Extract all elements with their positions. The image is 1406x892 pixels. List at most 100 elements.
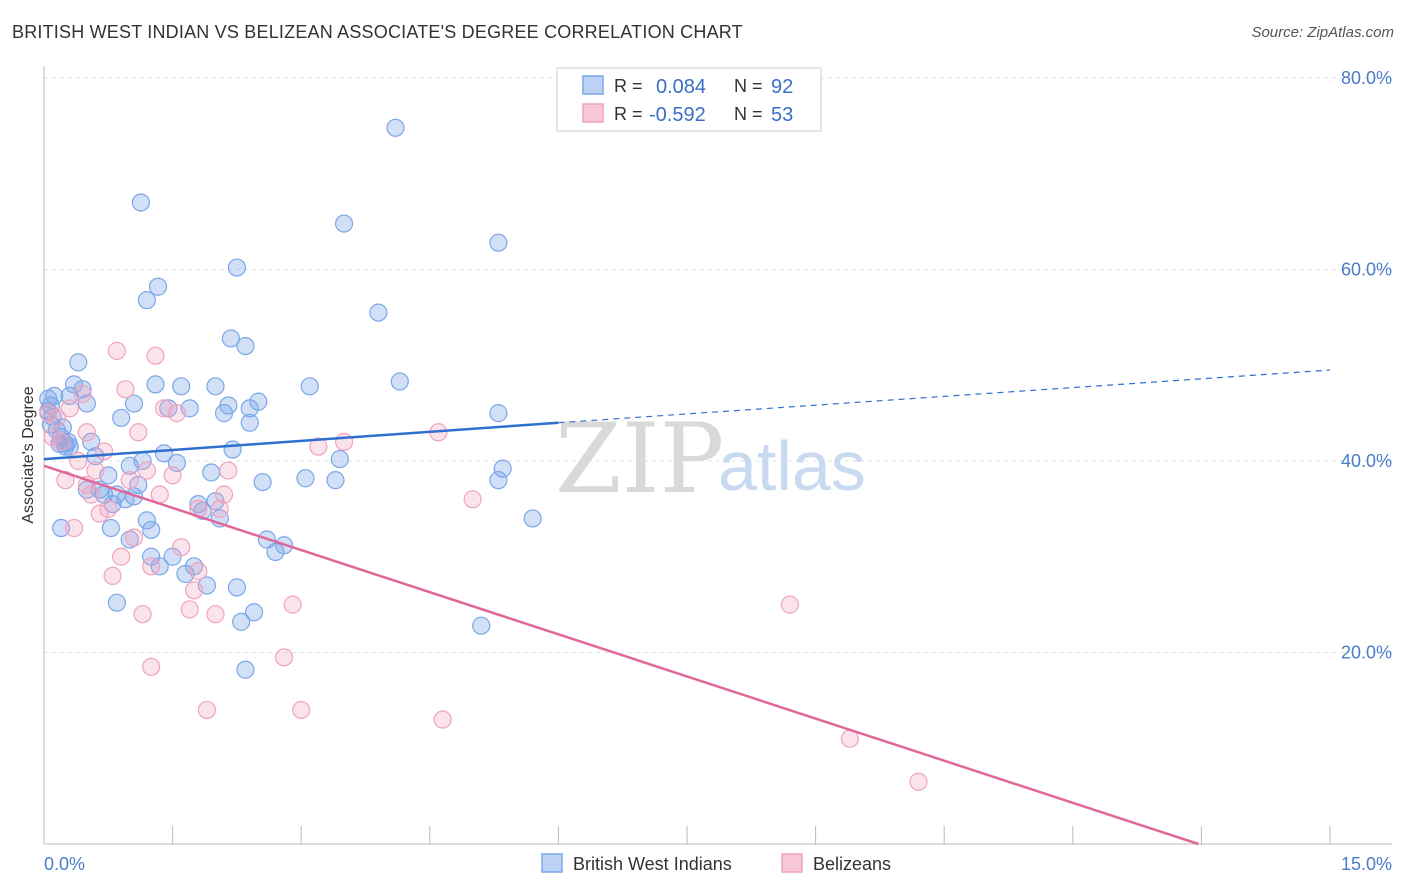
point-bwi-72 [326, 471, 345, 490]
legend-swatch-blue [582, 75, 604, 95]
source-label: Source: ZipAtlas.com [1251, 24, 1394, 41]
point-belizean-15 [103, 566, 122, 586]
watermark-zip: ZIP [555, 403, 724, 515]
x-tick-label-max: 15.0% [1341, 854, 1392, 874]
x-tick-label-min: 0.0% [44, 854, 85, 874]
point-bwi-14 [77, 394, 96, 413]
legend-r-label-pink: R = [614, 104, 643, 124]
y-tick-label-20: 20.0% [1341, 643, 1392, 663]
y-tick-label-40: 40.0% [1341, 451, 1392, 471]
point-bwi-87 [142, 547, 161, 566]
point-bwi-86 [60, 437, 79, 456]
legend-box: R = 0.084 N = 92 R = -0.592 N = 53 [556, 67, 822, 132]
point-belizean-23 [137, 461, 156, 480]
point-belizean-35 [206, 605, 225, 624]
grid-lines [44, 77, 1392, 653]
point-belizean-46 [463, 490, 482, 509]
point-belizean-24 [142, 557, 161, 576]
point-bwi-60 [131, 193, 150, 212]
point-bwi-12 [69, 353, 88, 372]
point-belizean-50 [142, 657, 161, 676]
legend-r-value-blue: 0.084 [656, 76, 706, 98]
point-belizean-14 [99, 499, 118, 518]
point-belizean-19 [120, 471, 139, 490]
point-belizean-45 [433, 710, 452, 729]
point-belizean-21 [129, 423, 148, 442]
trend-line-belizeans [43, 464, 1199, 846]
point-belizean-34 [197, 700, 216, 720]
point-bwi-13 [73, 380, 92, 399]
point-bwi-76 [386, 118, 405, 137]
point-bwi-90 [107, 593, 126, 612]
point-belizean-2 [47, 408, 66, 428]
point-belizean-17 [112, 547, 131, 566]
point-bwi-61 [137, 291, 156, 310]
point-belizean-1 [43, 427, 62, 447]
point-belizean-11 [86, 461, 105, 480]
point-bwi-20 [101, 518, 120, 538]
bottom-legend-label-blue: British West Indians [573, 854, 732, 874]
point-bwi-79 [489, 471, 508, 490]
point-belizean-31 [180, 600, 199, 619]
point-bwi-64 [206, 377, 225, 396]
legend-n-value-pink: 53 [771, 104, 793, 126]
point-bwi-30 [137, 511, 156, 530]
y-tick-label-80: 80.0% [1341, 68, 1392, 88]
bottom-legend-label-pink: Belizeans [813, 854, 891, 874]
point-belizean-38 [219, 461, 238, 480]
point-belizean-39 [283, 595, 302, 614]
point-bwi-3 [45, 386, 64, 405]
point-bwi-81 [489, 404, 508, 423]
trend-line-bwi [43, 421, 559, 461]
point-bwi-51 [232, 612, 251, 631]
series-british-west-indians [39, 118, 542, 679]
point-belizean-37 [214, 485, 234, 504]
point-belizean-40 [292, 700, 311, 720]
point-belizean-16 [107, 341, 126, 360]
point-belizean-25 [146, 346, 165, 365]
point-belizean-3 [52, 432, 71, 451]
point-belizean-36 [210, 499, 229, 518]
watermark-atlas: atlas [718, 427, 866, 505]
point-belizean-47 [780, 595, 799, 614]
bottom-legend-swatch-pink [781, 853, 803, 873]
point-bwi-78 [472, 616, 491, 635]
point-belizean-12 [90, 504, 109, 523]
y-tick-labels: 20.0% 40.0% 60.0% 80.0% [1341, 68, 1392, 663]
point-bwi-66 [240, 413, 259, 432]
series-belizeans [39, 341, 928, 791]
point-bwi-28 [129, 475, 148, 495]
point-belizean-13 [94, 442, 114, 461]
bottom-legend: British West Indians Belizeans [541, 853, 891, 874]
point-bwi-56 [253, 472, 272, 492]
point-belizean-6 [64, 518, 84, 538]
axes [43, 66, 1392, 845]
point-belizean-5 [60, 399, 79, 418]
point-bwi-37 [172, 377, 191, 396]
point-belizean-22 [133, 605, 152, 624]
point-belizean-18 [116, 380, 135, 399]
bottom-legend-swatch-blue [541, 853, 563, 873]
legend-r-label-blue: R = [614, 76, 643, 96]
point-bwi-49 [223, 440, 242, 459]
point-bwi-70 [300, 377, 319, 396]
legend-r-value-pink: -0.592 [649, 104, 706, 126]
point-bwi-31 [142, 520, 161, 540]
point-bwi-73 [330, 449, 349, 469]
point-bwi-83 [523, 509, 542, 528]
point-belizean-42 [309, 437, 328, 456]
point-belizean-51 [77, 423, 96, 442]
point-belizean-30 [172, 538, 191, 557]
point-belizean-43 [334, 432, 354, 451]
point-bwi-80 [493, 459, 512, 478]
trend-line-bwi-extension [558, 369, 1331, 424]
point-belizean-0 [39, 404, 58, 423]
point-bwi-15 [82, 432, 101, 451]
chart-title: BRITISH WEST INDIAN VS BELIZEAN ASSOCIAT… [12, 22, 743, 42]
point-belizean-10 [82, 485, 101, 504]
legend-swatch-pink [582, 103, 604, 123]
point-belizean-8 [73, 384, 92, 404]
point-bwi-91 [227, 578, 246, 597]
point-bwi-23 [112, 408, 131, 428]
